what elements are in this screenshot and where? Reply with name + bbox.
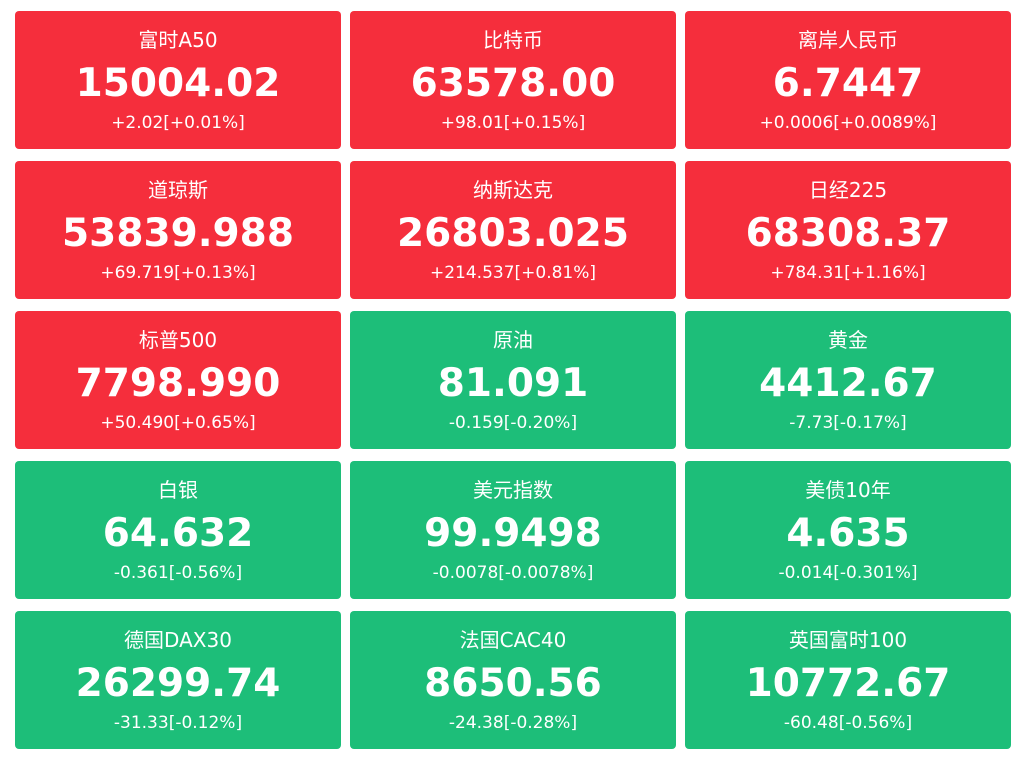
- quote-name: 道琼斯: [148, 178, 208, 202]
- quote-name: 比特币: [483, 28, 543, 52]
- quote-price: 26299.74: [75, 661, 281, 706]
- quote-price: 6.7447: [772, 61, 924, 106]
- quote-price: 64.632: [102, 511, 254, 556]
- quote-change: +784.31[+1.16%]: [770, 263, 926, 283]
- quote-change: +69.719[+0.13%]: [100, 263, 256, 283]
- quote-price: 99.9498: [424, 511, 602, 556]
- quote-name: 美元指数: [473, 478, 553, 502]
- quote-change: +0.0006[+0.0089%]: [759, 113, 937, 133]
- quote-change: -60.48[-0.56%]: [783, 713, 913, 733]
- quote-price: 7798.990: [75, 361, 281, 406]
- quote-price: 68308.37: [745, 211, 951, 256]
- quote-name: 美债10年: [805, 478, 891, 502]
- quote-price: 8650.56: [424, 661, 602, 706]
- quote-tile[interactable]: 日经225 68308.37 +784.31[+1.16%]: [685, 161, 1011, 299]
- quote-price: 10772.67: [745, 661, 951, 706]
- quote-name: 离岸人民币: [798, 28, 898, 52]
- quote-change: -0.361[-0.56%]: [113, 563, 243, 583]
- quote-change: -7.73[-0.17%]: [789, 413, 907, 433]
- quote-price: 81.091: [437, 361, 589, 406]
- quote-tile[interactable]: 英国富时100 10772.67 -60.48[-0.56%]: [685, 611, 1011, 749]
- quote-name: 法国CAC40: [459, 628, 567, 652]
- quote-name: 标普500: [138, 328, 218, 352]
- quote-tile[interactable]: 黄金 4412.67 -7.73[-0.17%]: [685, 311, 1011, 449]
- quote-tile[interactable]: 德国DAX30 26299.74 -31.33[-0.12%]: [15, 611, 341, 749]
- quote-name: 富时A50: [138, 28, 218, 52]
- quote-tile[interactable]: 白银 64.632 -0.361[-0.56%]: [15, 461, 341, 599]
- quote-tile[interactable]: 纳斯达克 26803.025 +214.537[+0.81%]: [350, 161, 676, 299]
- quote-name: 英国富时100: [788, 628, 908, 652]
- quote-change: -31.33[-0.12%]: [113, 713, 243, 733]
- quote-change: +2.02[+0.01%]: [111, 113, 245, 133]
- quote-name: 白银: [158, 478, 198, 502]
- quote-tile[interactable]: 原油 81.091 -0.159[-0.20%]: [350, 311, 676, 449]
- quote-price: 53839.988: [62, 211, 294, 256]
- quote-name: 原油: [493, 328, 533, 352]
- quote-price: 4412.67: [759, 361, 937, 406]
- quote-name: 黄金: [828, 328, 868, 352]
- quote-tile[interactable]: 美元指数 99.9498 -0.0078[-0.0078%]: [350, 461, 676, 599]
- quote-tile[interactable]: 富时A50 15004.02 +2.02[+0.01%]: [15, 11, 341, 149]
- quote-price: 15004.02: [75, 61, 281, 106]
- quote-tile[interactable]: 标普500 7798.990 +50.490[+0.65%]: [15, 311, 341, 449]
- quote-tile[interactable]: 法国CAC40 8650.56 -24.38[-0.28%]: [350, 611, 676, 749]
- quote-change: -0.014[-0.301%]: [778, 563, 918, 583]
- quote-tile[interactable]: 道琼斯 53839.988 +69.719[+0.13%]: [15, 161, 341, 299]
- quote-change: -24.38[-0.28%]: [448, 713, 578, 733]
- quote-change: +214.537[+0.81%]: [429, 263, 597, 283]
- quote-change: +50.490[+0.65%]: [100, 413, 256, 433]
- quote-name: 德国DAX30: [124, 628, 232, 652]
- quote-name: 纳斯达克: [473, 178, 553, 202]
- quote-price: 26803.025: [397, 211, 629, 256]
- quote-change: -0.159[-0.20%]: [448, 413, 578, 433]
- quote-change: -0.0078[-0.0078%]: [432, 563, 594, 583]
- quote-tile[interactable]: 离岸人民币 6.7447 +0.0006[+0.0089%]: [685, 11, 1011, 149]
- quote-name: 日经225: [808, 178, 888, 202]
- quote-price: 63578.00: [410, 61, 616, 106]
- quote-price: 4.635: [786, 511, 910, 556]
- quote-change: +98.01[+0.15%]: [440, 113, 586, 133]
- quote-tile[interactable]: 美债10年 4.635 -0.014[-0.301%]: [685, 461, 1011, 599]
- quote-tile[interactable]: 比特币 63578.00 +98.01[+0.15%]: [350, 11, 676, 149]
